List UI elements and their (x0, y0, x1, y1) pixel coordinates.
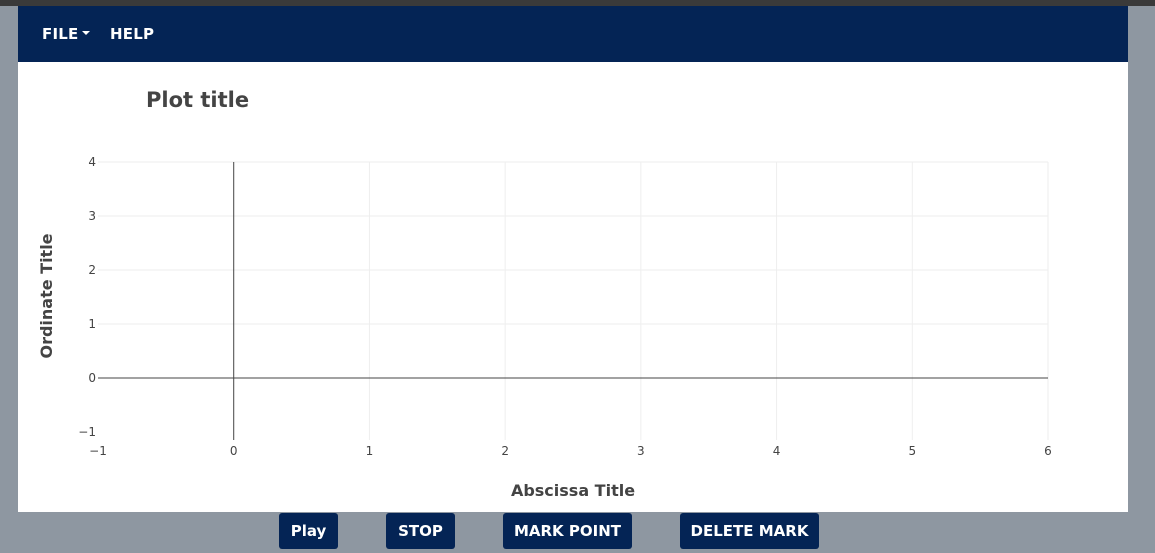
y-tick-label: 1 (88, 317, 96, 331)
x-tick-label: 6 (1044, 444, 1052, 458)
plot-title: Plot title (146, 88, 250, 112)
axes (98, 162, 1048, 440)
y-tick-label: 0 (88, 371, 96, 385)
x-tick-label: 3 (637, 444, 645, 458)
stop-button[interactable]: STOP (386, 513, 455, 549)
grid-lines (98, 161, 1049, 440)
y-tick-label: 2 (88, 263, 96, 277)
x-tick-label: 0 (230, 444, 238, 458)
plot-panel[interactable]: Plot title −1 0 1 2 3 4 5 6 −1 0 1 2 3 4 Abscissa Tit… (18, 62, 1128, 512)
y-tick-label: 4 (88, 155, 96, 169)
caret-down-icon (82, 30, 91, 35)
mark-point-button[interactable]: MARK POINT (503, 513, 632, 549)
x-tick-label: 1 (366, 444, 374, 458)
help-menu-label: HELP (110, 25, 155, 43)
file-menu[interactable]: FILE (42, 6, 91, 62)
plot-area[interactable]: −1 0 1 2 3 4 5 6 −1 0 1 2 3 4 Abscissa Title Ordinate… (18, 62, 1128, 512)
tick-labels: −1 0 1 2 3 4 5 6 −1 0 1 2 3 4 (78, 155, 1052, 458)
file-menu-label: FILE (42, 25, 79, 43)
x-tick-label: 5 (908, 444, 916, 458)
y-tick-label: −1 (78, 425, 96, 439)
x-tick-label: −1 (89, 444, 107, 458)
menu-bar: FILE HELP (18, 6, 1128, 62)
y-tick-label: 3 (88, 209, 96, 223)
delete-mark-button[interactable]: DELETE MARK (680, 513, 819, 549)
help-menu[interactable]: HELP (110, 6, 154, 62)
x-tick-label: 2 (501, 444, 509, 458)
x-axis-title: Abscissa Title (511, 481, 635, 500)
x-tick-label: 4 (773, 444, 781, 458)
y-axis-title: Ordinate Title (37, 233, 56, 358)
window-top-strip (0, 0, 1155, 6)
play-button[interactable]: Play (279, 513, 338, 549)
